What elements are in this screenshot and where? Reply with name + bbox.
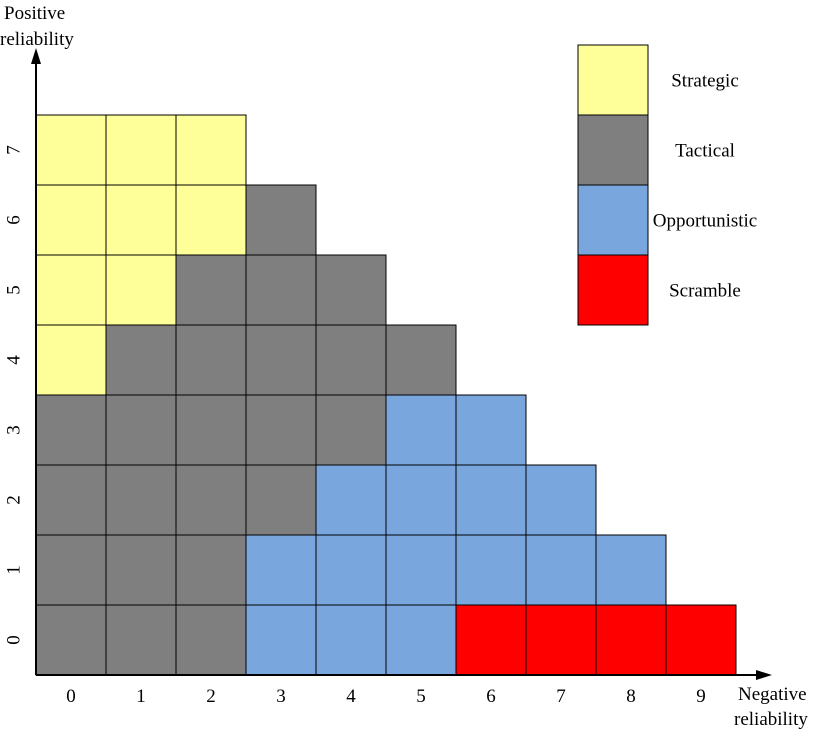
cell-x1-y6-strategic bbox=[105, 184, 177, 256]
cell-x4-y5-tactical bbox=[315, 254, 387, 326]
cell-x0-y6-strategic bbox=[35, 184, 107, 256]
x-axis-label-line1: Negative bbox=[738, 684, 807, 705]
y-tick-labels: 0 1 2 3 4 5 6 7 bbox=[4, 145, 25, 645]
cell-x4-y4-tactical bbox=[315, 324, 387, 396]
cell-x2-y1-tactical bbox=[175, 534, 247, 606]
cell-x2-y2-tactical bbox=[175, 464, 247, 536]
legend-label-strategic: Strategic bbox=[671, 71, 739, 92]
cell-x3-y1-opportunistic bbox=[245, 534, 317, 606]
y-tick-4: 4 bbox=[4, 355, 25, 365]
cell-x2-y5-tactical bbox=[175, 254, 247, 326]
cell-x0-y0-tactical bbox=[35, 604, 107, 676]
x-tick-1: 1 bbox=[136, 686, 146, 707]
cell-x7-y1-opportunistic bbox=[525, 534, 597, 606]
legend-swatch-tactical bbox=[577, 114, 649, 186]
y-tick-7: 7 bbox=[4, 145, 25, 155]
cell-x4-y1-opportunistic bbox=[315, 534, 387, 606]
cell-x2-y0-tactical bbox=[175, 604, 247, 676]
legend-swatch-strategic bbox=[577, 44, 649, 116]
cell-x5-y3-opportunistic bbox=[385, 394, 457, 466]
cell-x8-y0-scramble bbox=[595, 604, 667, 676]
cell-x1-y5-strategic bbox=[105, 254, 177, 326]
cell-x3-y3-tactical bbox=[245, 394, 317, 466]
cell-x6-y3-opportunistic bbox=[455, 394, 527, 466]
x-tick-3: 3 bbox=[276, 686, 286, 707]
x-axis-arrow bbox=[756, 670, 772, 680]
cell-x6-y2-opportunistic bbox=[455, 464, 527, 536]
x-tick-labels: 0 1 2 3 4 5 6 7 8 9 bbox=[66, 686, 706, 707]
x-tick-2: 2 bbox=[206, 686, 216, 707]
cell-x5-y0-opportunistic bbox=[385, 604, 457, 676]
cell-x4-y0-opportunistic bbox=[315, 604, 387, 676]
y-axis-label-line2: reliability bbox=[0, 29, 74, 50]
cell-x2-y7-strategic bbox=[175, 114, 247, 186]
cell-x7-y2-opportunistic bbox=[525, 464, 597, 536]
cell-x2-y3-tactical bbox=[175, 394, 247, 466]
cell-x1-y2-tactical bbox=[105, 464, 177, 536]
cell-x1-y0-tactical bbox=[105, 604, 177, 676]
axes bbox=[31, 48, 772, 680]
legend-label-tactical: Tactical bbox=[675, 141, 735, 162]
cell-x3-y6-tactical bbox=[245, 184, 317, 256]
cell-x6-y0-scramble bbox=[455, 604, 527, 676]
cell-x1-y7-strategic bbox=[105, 114, 177, 186]
y-tick-2: 2 bbox=[4, 495, 25, 505]
cell-x1-y4-tactical bbox=[105, 324, 177, 396]
cell-x3-y0-opportunistic bbox=[245, 604, 317, 676]
cell-x9-y0-scramble bbox=[665, 604, 737, 676]
cell-x0-y2-tactical bbox=[35, 464, 107, 536]
cell-x7-y0-scramble bbox=[525, 604, 597, 676]
legend-swatch-scramble bbox=[577, 254, 649, 326]
cell-x5-y2-opportunistic bbox=[385, 464, 457, 536]
cell-x5-y1-opportunistic bbox=[385, 534, 457, 606]
cell-x4-y3-tactical bbox=[315, 394, 387, 466]
cell-x3-y2-tactical bbox=[245, 464, 317, 536]
y-axis-label-line1: Positive bbox=[4, 3, 65, 24]
y-tick-1: 1 bbox=[4, 565, 25, 575]
y-axis-arrow bbox=[31, 48, 41, 64]
legend: Strategic Tactical Opportunistic Scramble bbox=[577, 44, 758, 326]
cell-x0-y7-strategic bbox=[35, 114, 107, 186]
cell-x0-y5-strategic bbox=[35, 254, 107, 326]
y-tick-6: 6 bbox=[4, 215, 25, 225]
x-tick-7: 7 bbox=[556, 686, 566, 707]
x-tick-5: 5 bbox=[416, 686, 426, 707]
cell-x4-y2-opportunistic bbox=[315, 464, 387, 536]
cell-x3-y5-tactical bbox=[245, 254, 317, 326]
cell-x2-y4-tactical bbox=[175, 324, 247, 396]
x-tick-9: 9 bbox=[696, 686, 706, 707]
legend-swatch-opportunistic bbox=[577, 184, 649, 256]
cell-x8-y1-opportunistic bbox=[595, 534, 667, 606]
cell-x1-y1-tactical bbox=[105, 534, 177, 606]
y-tick-5: 5 bbox=[4, 285, 25, 295]
legend-label-scramble: Scramble bbox=[669, 281, 741, 302]
x-tick-8: 8 bbox=[626, 686, 636, 707]
grid-cells bbox=[35, 114, 737, 676]
cell-x3-y4-tactical bbox=[245, 324, 317, 396]
x-axis-label-line2: reliability bbox=[734, 709, 808, 730]
cell-x2-y6-strategic bbox=[175, 184, 247, 256]
y-tick-3: 3 bbox=[4, 425, 25, 435]
x-tick-4: 4 bbox=[346, 686, 356, 707]
cell-x0-y3-tactical bbox=[35, 394, 107, 466]
y-tick-0: 0 bbox=[4, 635, 25, 645]
cell-x1-y3-tactical bbox=[105, 394, 177, 466]
cell-x0-y1-tactical bbox=[35, 534, 107, 606]
legend-label-opportunistic: Opportunistic bbox=[653, 211, 758, 232]
cell-x0-y4-strategic bbox=[35, 324, 107, 396]
cell-x6-y1-opportunistic bbox=[455, 534, 527, 606]
x-tick-6: 6 bbox=[486, 686, 496, 707]
x-tick-0: 0 bbox=[66, 686, 76, 707]
cell-x5-y4-tactical bbox=[385, 324, 457, 396]
